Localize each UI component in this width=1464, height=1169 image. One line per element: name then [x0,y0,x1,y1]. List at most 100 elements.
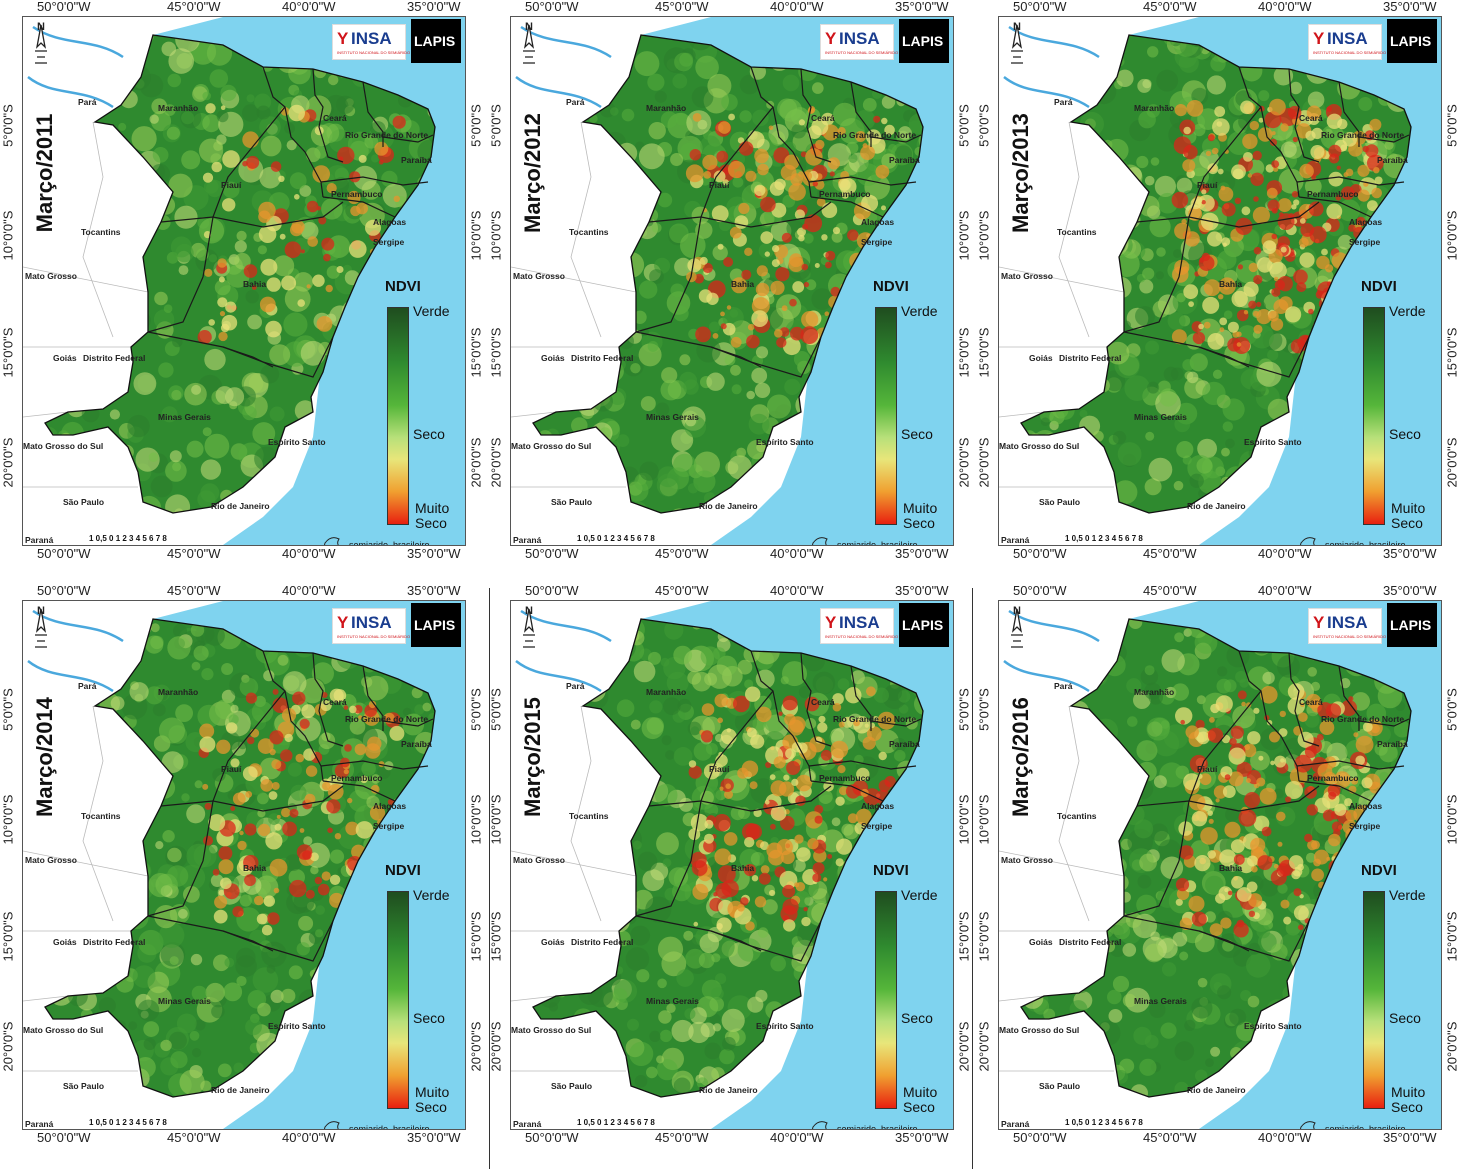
ndvi-label-muito-seco: Muito Seco [415,1084,450,1115]
map-canvas [23,601,436,1129]
latitude-label: 15°0'0"S [488,911,504,962]
north-arrow-icon [35,608,47,648]
north-arrow-icon [523,608,535,648]
longitude-label: 35°0'0"W [895,0,949,14]
place-label-es: Espírito Santo [1244,1021,1302,1031]
place-label-paraiba: Paraíba [889,155,920,165]
state-border [1288,652,1320,747]
longitude-label: 45°0'0"W [1143,546,1197,561]
map-frame: N Pará Maranhão Ceará Rio Grande do Norte Par… [22,600,466,1130]
place-label-alagoas: Alagoas [373,217,407,227]
place-label-sergipe: Sergipe [1349,237,1381,247]
panel-title: Março/2014 [32,697,57,817]
place-label-goias: Goiás [1029,353,1053,363]
lapis-logo-text: LAPIS [414,33,456,49]
insa-logo-text: INSA [351,29,392,48]
state-border [1123,860,1180,917]
place-label-piaui: Piauí [1197,180,1218,190]
lapis-logo: LAPIS [899,19,949,63]
state-border [850,665,872,731]
state-border [382,718,434,727]
place-label-parana: Paraná [1001,535,1030,545]
longitude-label: 40°0'0"W [1258,546,1312,561]
state-border [320,760,429,770]
latitude-label: 5°0'0"S [976,688,992,731]
place-label-mato_grosso: Mato Grosso [25,855,77,865]
ndvi-legend-title: NDVI [385,278,421,295]
map-panel: 50°0'0"W 50°0'0"W 45°0'0"W 45°0'0"W 40°0'0"W… [0,583,488,1168]
insa-logo-mark: Y [825,29,837,48]
ndvi-label-verde: Verde [413,887,450,903]
insa-logo: Y INSA INSTITUTO NACIONAL DO SEMIÁRIDO [820,608,898,644]
latitude-label: 10°0'0"S [468,210,484,261]
ndvi-label-muito-seco: Muito Seco [415,500,450,531]
north-letter: N [37,605,45,617]
longitude-label: 50°0'0"W [525,1130,579,1145]
region-outline [1020,618,1412,1098]
state-border [362,81,384,147]
longitude-label: 50°0'0"W [1013,1130,1067,1145]
place-label-ceara: Ceará [1299,697,1323,707]
lapis-logo: LAPIS [899,603,949,647]
place-label-paraiba: Paraíba [401,155,432,165]
map-frame: N Pará Maranhão Ceará Rio Grande do Norte Par… [22,16,466,546]
place-label-paraiba: Paraíba [1377,739,1408,749]
place-label-minas: Minas Gerais [1134,412,1187,422]
north-arrow-icon [1011,608,1023,648]
place-label-minas: Minas Gerais [158,412,211,422]
semiarid-legend-icon [1300,537,1316,545]
ndvi-color-ramp [1363,307,1385,525]
longitude-label: 45°0'0"W [655,1130,709,1145]
insa-logo-text: INSA [839,613,880,632]
latitude-label: 20°0'0"S [1444,1021,1460,1072]
latitude-label: 5°0'0"S [0,688,16,731]
insa-logo-subtitle: INSTITUTO NACIONAL DO SEMIÁRIDO [825,50,899,55]
place-label-rj: Rio de Janeiro [1187,1085,1246,1095]
state-border [690,690,774,862]
state-border [710,346,762,368]
place-label-goias: Goiás [541,937,565,947]
neighbor-state-border [511,705,637,1072]
longitude-label: 35°0'0"W [895,583,949,598]
place-label-minas: Minas Gerais [158,996,211,1006]
place-label-pernambuco: Pernambuco [1307,189,1359,199]
place-label-ceara: Ceará [1299,113,1323,123]
north-letter: N [37,21,45,33]
place-label-rj: Rio de Janeiro [1187,501,1246,511]
place-label-maranhao: Maranhão [646,687,687,697]
latitude-label: 20°0'0"S [976,1021,992,1072]
place-label-ms: Mato Grosso do Sul [999,1025,1080,1035]
map-panel: 50°0'0"W 50°0'0"W 45°0'0"W 45°0'0"W 40°0'0"W… [488,583,976,1168]
longitude-label: 50°0'0"W [37,583,91,598]
longitude-label: 50°0'0"W [1013,0,1067,14]
place-label-tocantins: Tocantins [81,811,121,821]
latitude-label: 10°0'0"S [488,794,504,845]
longitude-label: 40°0'0"W [282,0,336,14]
place-label-minas: Minas Gerais [646,412,699,422]
neighbor-state-border [511,121,637,488]
insa-logo-mark: Y [825,613,837,632]
north-letter: N [525,605,533,617]
panel-title: Março/2013 [1008,113,1033,233]
place-label-mato_grosso: Mato Grosso [25,271,77,281]
lapis-logo: LAPIS [1387,603,1437,647]
longitude-label: 40°0'0"W [770,0,824,14]
panel-divider [972,588,973,1169]
semiarid-legend-icon [324,1121,340,1129]
place-label-maranhao: Maranhão [646,103,687,113]
latitude-label: 15°0'0"S [976,327,992,378]
place-label-sao_paulo: São Paulo [551,1081,593,1091]
state-border [202,690,286,862]
place-label-sao_paulo: São Paulo [551,497,593,507]
state-border [160,785,344,812]
ndvi-label-seco: Seco [901,426,933,442]
place-label-pernambuco: Pernambuco [331,189,383,199]
semiarid-legend-label: semiarido_brasileiro [349,1124,430,1130]
latitude-label: 15°0'0"S [976,911,992,962]
insa-logo-mark: Y [1313,29,1325,48]
latitude-label: 15°0'0"S [956,327,972,378]
place-label-alagoas: Alagoas [373,801,407,811]
latitude-label: 15°0'0"S [0,911,16,962]
neighbor-land [23,17,333,545]
map-panel: 50°0'0"W 50°0'0"W 45°0'0"W 45°0'0"W 40°0'0"W… [976,0,1464,584]
